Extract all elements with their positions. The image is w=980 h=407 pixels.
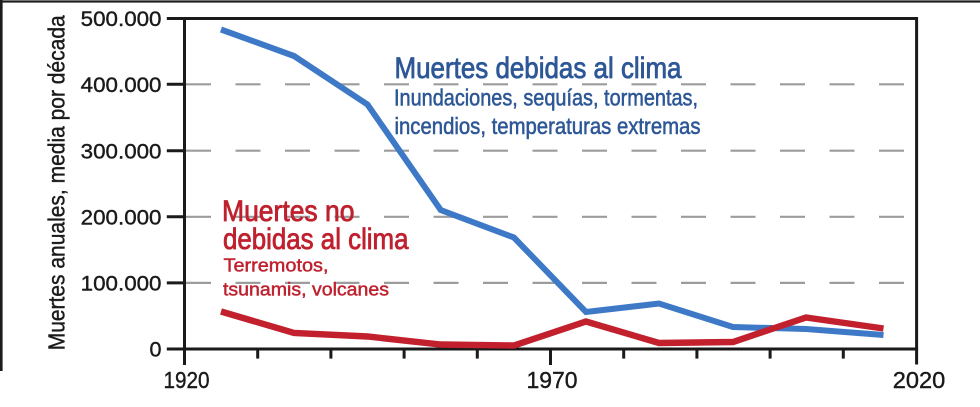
svg-text:300.000: 300.000 — [81, 139, 162, 163]
svg-text:debidas al clima: debidas al clima — [223, 223, 409, 256]
svg-text:tsunamis, volcanes: tsunamis, volcanes — [223, 279, 389, 299]
svg-text:1970: 1970 — [527, 367, 578, 393]
svg-text:200.000: 200.000 — [81, 205, 162, 229]
svg-text:500.000: 500.000 — [81, 7, 162, 31]
svg-text:400.000: 400.000 — [81, 73, 162, 97]
svg-text:Muertes debidas al clima: Muertes debidas al clima — [395, 52, 683, 85]
svg-text:100.000: 100.000 — [81, 272, 162, 296]
svg-text:Inundaciones, sequías, torment: Inundaciones, sequías, tormentas, — [394, 85, 698, 111]
svg-text:1920: 1920 — [164, 367, 210, 393]
svg-text:2020: 2020 — [893, 367, 946, 393]
svg-text:Terremotos,: Terremotos, — [224, 255, 329, 275]
svg-text:incendios, temperaturas extrem: incendios, temperaturas extremas — [395, 113, 701, 139]
svg-text:Muertes anuales, media por déc: Muertes anuales, media por década — [43, 15, 69, 350]
svg-text:0: 0 — [150, 338, 162, 362]
svg-text:Muertes no: Muertes no — [222, 195, 355, 228]
